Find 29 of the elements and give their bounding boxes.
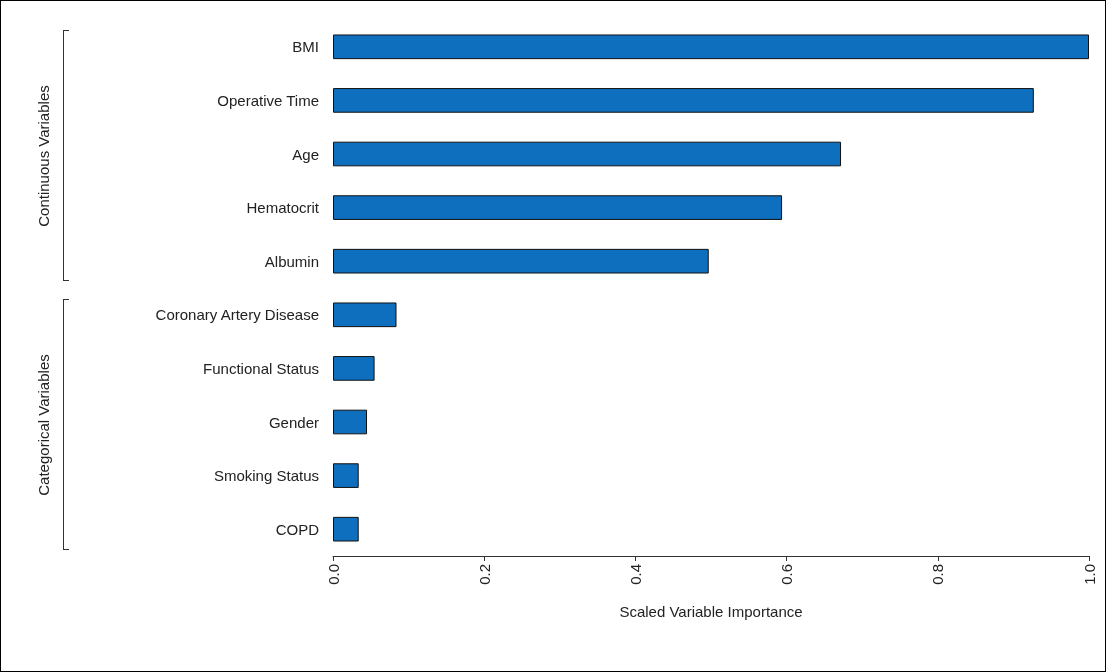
- y-tick-label: BMI: [292, 38, 319, 56]
- bar: [333, 409, 368, 435]
- x-axis-title: Scaled Variable Importance: [619, 603, 803, 620]
- x-tick-label: 0.4: [626, 564, 644, 585]
- y-tick-label: Functional Status: [203, 359, 319, 377]
- x-tick-label: 0.6: [778, 564, 796, 585]
- bar: [333, 302, 397, 328]
- bar: [333, 356, 375, 381]
- bar: [333, 516, 359, 542]
- bar: [333, 141, 842, 167]
- text: Continuous Variables: [33, 83, 52, 229]
- y-tick-label: Gender: [268, 413, 319, 431]
- x-tick-label: 1.0: [1080, 564, 1098, 585]
- y-tick-label: Operative Time: [217, 91, 319, 109]
- y-tick-label: Hematocrit: [246, 199, 320, 217]
- y-tick-label: Albumin: [264, 252, 319, 270]
- x-tick-label: 0.2: [475, 564, 493, 585]
- bar: [333, 34, 1089, 60]
- y-tick-label: Coronary Artery Disease: [155, 306, 319, 324]
- bar: [333, 463, 359, 488]
- bar: [333, 248, 709, 274]
- x-tick-label: 0.8: [929, 564, 947, 585]
- y-tick-label: Smoking Status: [213, 467, 319, 485]
- bar: [333, 88, 1034, 113]
- y-tick-label: COPD: [275, 520, 320, 538]
- y-tick-label: Age: [292, 145, 319, 163]
- text: Categorical Variables: [33, 352, 53, 498]
- x-tick-label: 0.0: [324, 564, 342, 585]
- bar: [333, 195, 783, 220]
